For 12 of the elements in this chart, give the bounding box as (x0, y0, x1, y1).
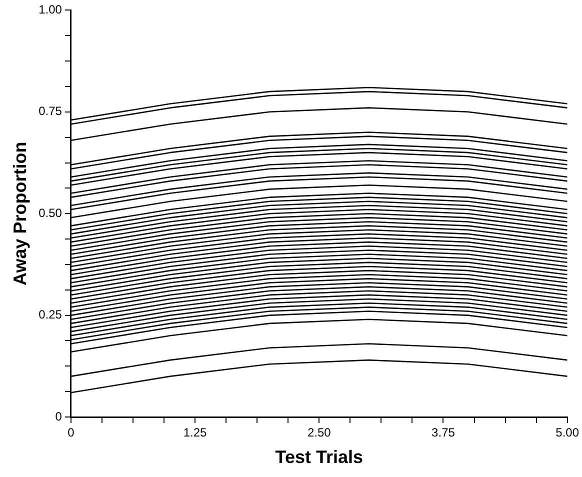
x-tick-label: 0 (68, 426, 75, 440)
y-tick-label: 0.50 (38, 206, 62, 220)
x-tick-label: 5.00 (556, 426, 580, 440)
y-tick-label: 0.75 (38, 104, 62, 118)
y-axis-title: Away Proportion (10, 142, 30, 286)
y-tick-label: 1.00 (38, 2, 62, 17)
x-tick-label: 2.50 (307, 426, 332, 440)
x-axis-title: Test Trials (275, 447, 363, 468)
y-tick-label: 0 (55, 409, 62, 424)
x-tick-label: 1.25 (183, 426, 208, 440)
x-tick-label: 3.75 (432, 426, 456, 440)
y-tick-label: 0.25 (38, 308, 62, 322)
